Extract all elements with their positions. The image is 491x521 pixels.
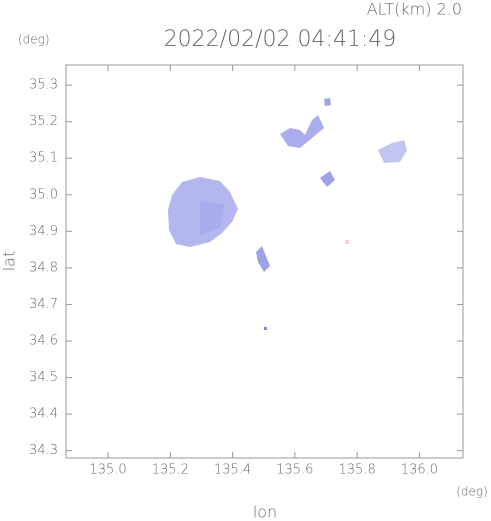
x-tick-label: 135.2 (152, 463, 189, 478)
plot-frame (65, 64, 464, 459)
y-tick-label: 35.0 (29, 187, 58, 202)
y-tick-label: 34.6 (29, 334, 58, 349)
x-tick-label: 135.8 (339, 463, 376, 478)
subtitle: ALT(km) 2.0 (367, 0, 462, 19)
echoes (168, 98, 407, 330)
echo (320, 171, 335, 187)
x-axis-label: lon (253, 503, 277, 521)
y-tick-label: 34.9 (29, 224, 58, 239)
echo (256, 246, 270, 272)
x-unit: (deg) (456, 485, 488, 499)
y-tick-label: 35.3 (29, 78, 58, 93)
echo (324, 98, 331, 106)
y-tick-label: 34.5 (29, 370, 58, 385)
y-tick-label: 34.7 (29, 297, 58, 312)
echo (264, 327, 267, 330)
y-axis-label: lat (0, 251, 19, 272)
echo (378, 140, 407, 163)
y-tick-label: 35.2 (29, 114, 58, 129)
y-unit: (deg) (18, 33, 50, 47)
y-tick-label: 34.4 (29, 407, 58, 422)
echo (280, 115, 324, 148)
y-tick-label: 34.3 (29, 443, 58, 458)
chart-title: 2022/02/02 04:41:49 (164, 27, 397, 52)
y-tick-label: 35.1 (29, 151, 58, 166)
x-tick-label: 136.0 (401, 463, 438, 478)
x-tick-label: 135.0 (89, 463, 126, 478)
x-tick-label: 135.6 (276, 463, 313, 478)
x-tick-label: 135.4 (214, 463, 251, 478)
y-tick-label: 34.8 (29, 260, 58, 275)
echo (345, 240, 349, 244)
echo (200, 200, 225, 235)
